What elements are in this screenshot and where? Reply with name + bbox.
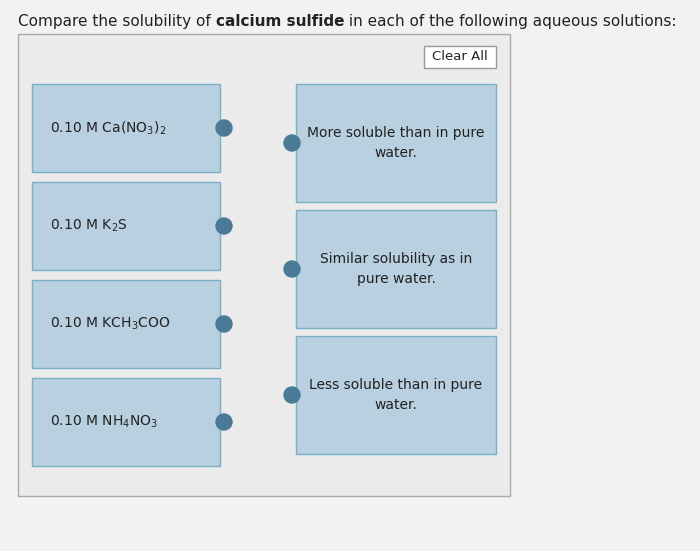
Text: Clear All: Clear All (432, 51, 488, 63)
FancyBboxPatch shape (32, 378, 220, 466)
FancyBboxPatch shape (424, 46, 496, 68)
Circle shape (216, 120, 232, 136)
Text: $0.10\ \mathrm{M}\ \mathrm{KCH_3COO}$: $0.10\ \mathrm{M}\ \mathrm{KCH_3COO}$ (50, 316, 171, 332)
Text: $0.10\ \mathrm{M}\ \mathrm{Ca(NO_3)_2}$: $0.10\ \mathrm{M}\ \mathrm{Ca(NO_3)_2}$ (50, 120, 167, 137)
Text: calcium sulfide: calcium sulfide (216, 14, 344, 29)
Text: in each of the following aqueous solutions:: in each of the following aqueous solutio… (344, 14, 677, 29)
Text: More soluble than in pure
water.: More soluble than in pure water. (307, 126, 484, 160)
Circle shape (216, 414, 232, 430)
Circle shape (216, 218, 232, 234)
Circle shape (216, 316, 232, 332)
FancyBboxPatch shape (32, 280, 220, 368)
Circle shape (284, 135, 300, 151)
FancyBboxPatch shape (18, 34, 510, 496)
Circle shape (284, 387, 300, 403)
FancyBboxPatch shape (296, 84, 496, 202)
FancyBboxPatch shape (32, 182, 220, 270)
Text: Similar solubility as in
pure water.: Similar solubility as in pure water. (320, 252, 472, 286)
FancyBboxPatch shape (32, 84, 220, 172)
Text: Compare the solubility of: Compare the solubility of (18, 14, 216, 29)
Text: $0.10\ \mathrm{M}\ \mathrm{K_2S}$: $0.10\ \mathrm{M}\ \mathrm{K_2S}$ (50, 218, 127, 234)
FancyBboxPatch shape (296, 336, 496, 454)
Circle shape (284, 261, 300, 277)
FancyBboxPatch shape (296, 210, 496, 328)
Text: $0.10\ \mathrm{M}\ \mathrm{NH_4NO_3}$: $0.10\ \mathrm{M}\ \mathrm{NH_4NO_3}$ (50, 414, 158, 430)
Text: Less soluble than in pure
water.: Less soluble than in pure water. (309, 378, 482, 412)
